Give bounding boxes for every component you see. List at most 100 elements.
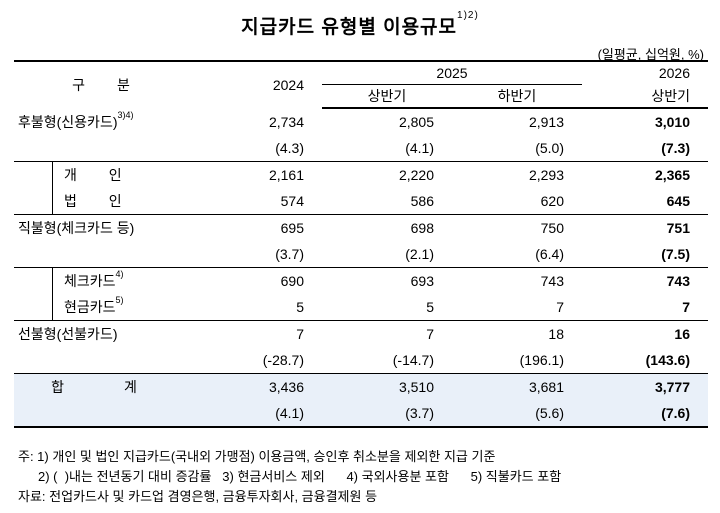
header-2026: 2026 [582,60,708,85]
growth-2026h1: (7.6) [582,400,708,428]
growth-2024: (4.1) [202,400,322,428]
cell-2024: 690 [202,267,322,294]
cell-2026h1: 7 [682,299,690,315]
row-individual: 개 인 2,161 2,220 2,293 2,365 [14,161,708,214]
title-text: 지급카드 유형별 이용규모 [241,17,458,38]
growth-2024: (4.3) [275,140,304,156]
cell-2026h1: 16 [582,320,708,347]
label-text: 체크카드 [64,273,116,289]
empty-label [14,347,202,374]
cell-2024: 574 [280,193,304,209]
growth-2025h1: (-14.7) [392,352,434,368]
row-label: 체크카드4) [14,267,202,320]
growth-2025h2: (196.1) [519,352,564,368]
growth-2024: (3.7) [275,246,304,262]
cell-2026h1: 2,365 [582,161,708,188]
cell-2024: 2,161 [202,161,322,188]
row-corporate: 법 인 574 586 620 645 [14,188,708,215]
cell-2024: 3,436 [202,373,322,400]
cell-2025h2: 18 [452,320,582,347]
growth-2025h2: (5.0) [535,140,564,156]
row-label: 현금카드5) [14,294,202,321]
empty-label [14,135,202,162]
row-label: 합 계 [14,373,202,400]
growth-2025h1: (3.7) [322,400,452,428]
cell-2024: 5 [296,299,304,315]
cell-2025h2: 7 [556,299,564,315]
header-2025-first-half: 상반기 [322,84,452,109]
cell-2025h1: 2,220 [322,161,452,188]
row-total: 합 계 3,436 3,510 3,681 3,777 [14,373,708,400]
cell-2025h1: 5 [426,299,434,315]
growth-2026h1: (143.6) [645,352,690,368]
row-label: 직불형(체크카드 등) [14,214,202,241]
row-prepaid: 선불형(선불카드) 7 7 18 16 [14,320,708,347]
row-label: 선불형(선불카드) [14,320,202,347]
cell-2025h1: 2,805 [398,114,434,130]
footnote-1: 주: 1) 개인 및 법인 지급카드(국내외 가맹점) 이용금액, 승인후 취소… [18,449,496,464]
footnote-2: 2) ( )내는 전년동기 대비 증감률 3) 현금서비스 제외 4) 국외사용… [38,469,562,484]
growth-2025h1: (2.1) [405,246,434,262]
cell-2026h1: 3,777 [582,373,708,400]
cell-2025h1: 586 [410,193,434,209]
row-label: 법 인 [14,188,202,215]
footnote-ref: 4) [115,269,124,279]
cell-2025h1: 7 [322,320,452,347]
card-usage-table: 구 분 2024 2025 2026 상반기 하반기 상반기 후불형(신용카드)… [14,60,708,428]
cell-2024: 695 [202,214,322,241]
label-text: 현금카드 [64,299,116,315]
row-cash-card: 현금카드5) 5 5 7 7 [14,294,708,321]
growth-2025h2: (5.6) [452,400,582,428]
header-2024: 2024 [202,60,322,108]
growth-2025h2: (6.4) [535,246,564,262]
cell-2025h2: 2,293 [452,161,582,188]
empty-label [14,400,202,428]
cell-2026h1: 645 [666,193,690,209]
title-footnote-ref: 1)2) [457,10,479,21]
row-postpaid: 후불형(신용카드)3)4) 2,734 2,805 2,913 3,010 [14,108,708,135]
unit-label: (일평균, 십억원, %) [597,47,704,62]
footnote-ref: 3)4) [117,109,134,120]
cell-2026h1: 751 [582,214,708,241]
label-text: 후불형(신용카드) [18,113,118,130]
cell-2024: 2,734 [268,113,304,130]
row-debit-growth: (3.7) (2.1) (6.4) (7.5) [14,241,708,268]
source-note: 자료: 전업카드사 및 카드업 겸영은행, 금융투자회사, 금융결제원 등 [18,489,378,504]
row-label: 개 인 [14,161,202,214]
cell-2025h2: 2,913 [528,114,564,130]
header-category: 구 분 [14,60,202,108]
row-check-card: 체크카드4) 690 693 743 743 [14,267,708,320]
label-text: 법 인 [64,193,136,209]
row-total-growth: (4.1) (3.7) (5.6) (7.6) [14,400,708,428]
cell-2025h2: 750 [452,214,582,241]
footnote-ref: 5) [115,295,124,305]
cell-2025h2: 620 [540,193,564,209]
growth-2026h1: (7.3) [661,140,690,156]
sub-bracket [52,268,53,320]
header-row-1: 구 분 2024 2025 2026 [14,60,708,108]
cell-2026h1: 3,010 [654,114,690,130]
cell-2025h2: 743 [452,267,582,294]
footnotes: 주: 1) 개인 및 법인 지급카드(국내외 가맹점) 이용금액, 승인후 취소… [18,447,561,507]
cell-2026h1: 743 [582,267,708,294]
cell-2024: 7 [202,320,322,347]
cell-2025h1: 693 [322,267,452,294]
growth-2025h1: (4.1) [405,140,434,156]
row-postpaid-growth: (4.3) (4.1) (5.0) (7.3) [14,135,708,162]
label-text: 개 인 [64,167,136,183]
header-2026-first-half: 상반기 [582,84,708,109]
cell-2025h2: 3,681 [452,373,582,400]
empty-label [14,241,202,268]
growth-2024: (-28.7) [262,352,304,368]
sub-bracket [52,162,53,214]
page-title: 지급카드 유형별 이용규모1)2) [0,10,720,39]
growth-2026h1: (7.5) [661,246,690,262]
cell-2025h1: 698 [322,214,452,241]
row-debit: 직불형(체크카드 등) 695 698 750 751 [14,214,708,241]
header-row-2: 상반기 하반기 상반기 [14,84,708,109]
cell-2025h1: 3,510 [322,373,452,400]
header-2025: 2025 [322,60,582,85]
row-prepaid-growth: (-28.7) (-14.7) (196.1) (143.6) [14,347,708,374]
row-label: 후불형(신용카드)3)4) [14,108,202,135]
